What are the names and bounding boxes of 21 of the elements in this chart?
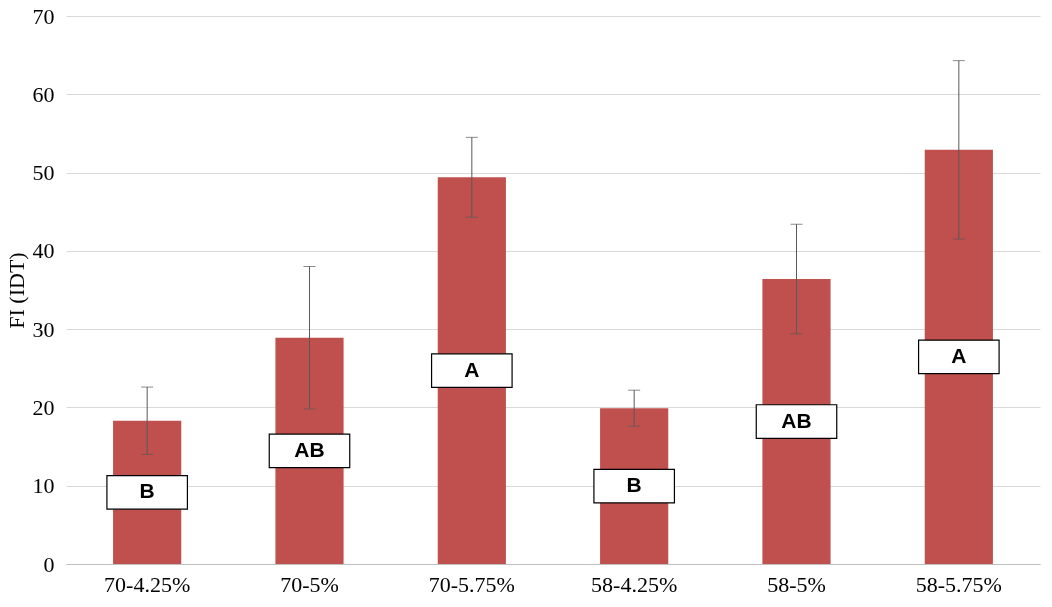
y-tick-label: 50 [32, 160, 55, 186]
y-tick-label: 20 [32, 394, 55, 420]
y-tick-label: 0 [43, 551, 55, 577]
y-axis-title: FI (IDT) [3, 252, 29, 329]
annotation: B [626, 473, 642, 497]
annotation: A [464, 357, 480, 381]
x-tick-label: 70-5% [280, 571, 339, 597]
annotation: AB [294, 437, 325, 461]
x-tick-label: 70-4.25% [104, 571, 191, 597]
y-tick-label: 60 [32, 81, 55, 107]
annotation: A [951, 343, 967, 367]
x-tick-label: 58-4.25% [591, 571, 678, 597]
y-tick-label: 70 [32, 3, 55, 29]
annotation: AB [781, 408, 812, 432]
annotation: B [139, 479, 155, 503]
x-tick-label: 70-5.75% [428, 571, 515, 597]
y-tick-label: 40 [32, 238, 55, 264]
x-tick-label: 58-5% [767, 571, 826, 597]
x-tick-label: 58-5.75% [915, 571, 1002, 597]
y-tick-label: 30 [32, 316, 55, 342]
y-tick-label: 10 [32, 473, 55, 499]
